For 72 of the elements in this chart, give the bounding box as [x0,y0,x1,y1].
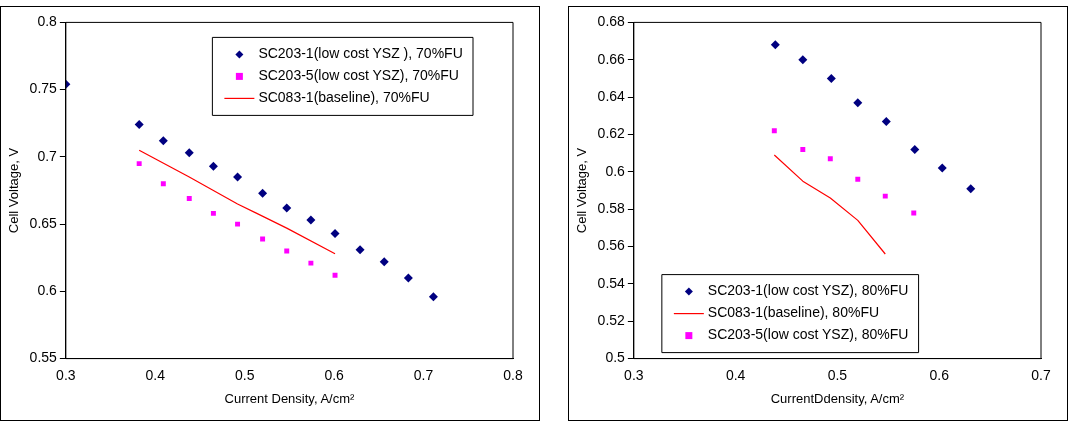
y-tick-label: 0.64 [597,87,626,104]
point [911,210,917,216]
point [308,260,314,266]
y-tick-label: 0.54 [597,274,626,291]
point [332,272,338,278]
point [258,188,268,198]
point [355,245,365,255]
point [186,196,192,202]
point [260,236,266,242]
point [379,257,389,267]
point [937,163,947,173]
point [882,193,888,199]
point [134,120,144,130]
x-tick-label: 0.5 [234,366,255,383]
point [208,161,218,171]
x-tick-label: 0.4 [145,366,166,383]
point [158,136,168,146]
x-tick-label: 0.3 [624,366,644,383]
y-tick-label: 0.58 [597,200,626,217]
point [853,98,863,108]
y-tick-label: 0.68 [597,13,626,30]
y-tick-label: 0.8 [37,13,58,30]
x-tick-label: 0.3 [56,366,76,383]
point [136,161,142,167]
point [798,55,808,65]
point [233,172,243,182]
point [160,181,166,187]
y-tick-label: 0.75 [29,80,58,97]
x-tick-label: 0.7 [413,366,434,383]
point [881,116,891,126]
y-tick-label: 0.7 [37,147,58,164]
point [306,215,316,225]
point [210,210,216,216]
point [827,156,833,162]
y-tick-label: 0.62 [597,125,626,142]
x-tick-label: 0.5 [827,366,848,383]
legend-label: SC083-1(baseline), 80%FU [707,304,880,321]
point [403,273,413,283]
legend-label: SC203-1(low cost YSZ ), 70%FU [258,45,463,62]
point [770,40,780,50]
y-tick-label: 0.66 [597,50,626,67]
y-tick-label: 0.55 [29,349,58,366]
y-tick-label: 0.6 [37,282,58,299]
point [800,146,806,152]
y-tick-label: 0.65 [29,214,58,231]
y-axis-title: Cell Voltage, V [6,147,22,234]
point [330,229,340,239]
point [966,184,976,194]
x-tick-label: 0.8 [503,366,523,383]
x-tick-label: 0.6 [324,366,345,383]
x-axis-title: Current Density, A/cm² [224,390,355,406]
y-tick-label: 0.52 [597,312,626,329]
point [428,292,438,302]
x-tick-label: 0.4 [725,366,746,383]
y-tick-label: 0.5 [605,349,626,366]
legend-label: SC083-1(baseline), 70%FU [258,89,430,106]
x-tick-label: 0.6 [929,366,950,383]
point [235,221,241,227]
y-axis-title: Cell Voltage, V [574,147,590,234]
point [771,128,777,134]
point [184,148,194,158]
point [910,144,920,154]
legend-label: SC203-5(low cost YSZ), 70%FU [258,67,459,84]
y-tick-label: 0.6 [605,162,626,179]
x-tick-label: 0.7 [1031,366,1051,383]
legend-label: SC203-1(low cost YSZ), 80%FU [707,282,909,299]
point [282,203,292,213]
x-axis-title: CurrentDdensity, A/cm² [770,390,905,406]
y-tick-label: 0.56 [597,237,626,254]
legend-label: SC203-5(low cost YSZ), 80%FU [707,326,909,343]
point [855,176,861,182]
point [826,73,836,83]
